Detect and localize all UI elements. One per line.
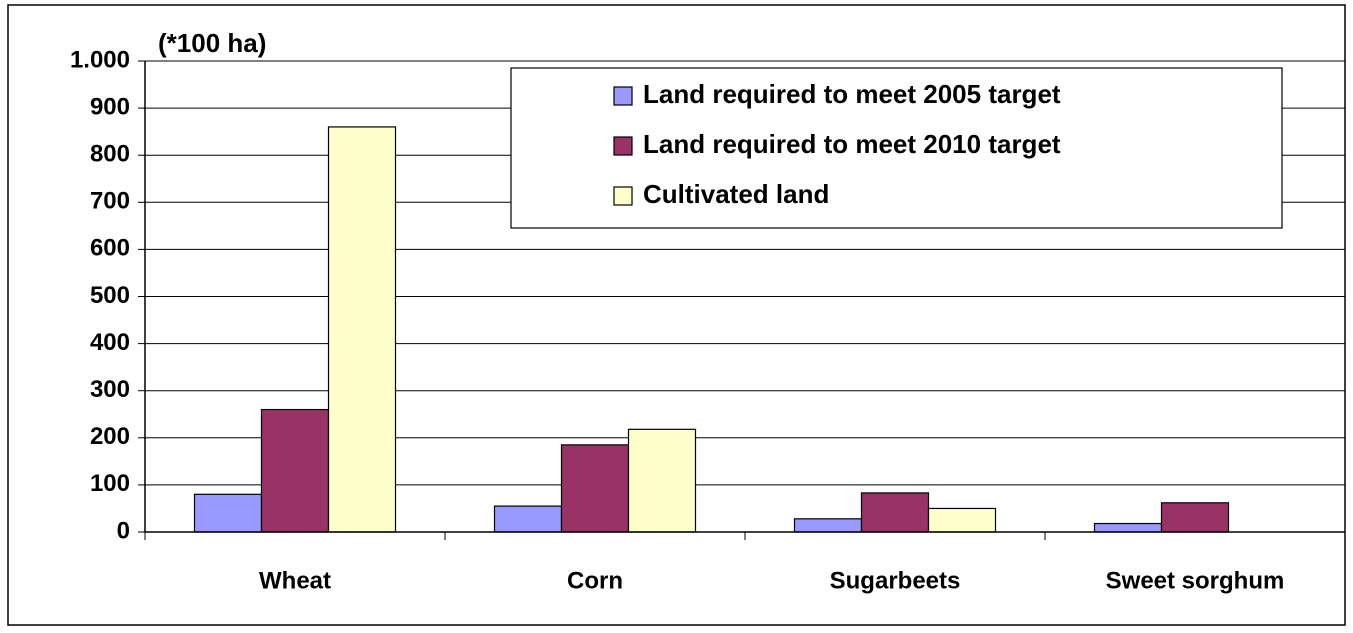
bar xyxy=(1160,502,1230,533)
x-tick-label: Wheat xyxy=(259,567,331,594)
bar xyxy=(927,507,997,533)
x-tick-label: Corn xyxy=(567,567,623,594)
bar xyxy=(193,493,263,533)
y-axis-label: (*100 ha) xyxy=(158,28,266,58)
legend-label: Cultivated land xyxy=(643,179,829,209)
bar xyxy=(260,408,330,533)
legend-box xyxy=(510,67,1283,229)
x-tick-label: Sugarbeets xyxy=(830,567,961,594)
legend-label: Land required to meet 2010 target xyxy=(643,129,1061,159)
y-tick-label: 900 xyxy=(90,93,130,120)
y-tick-label: 800 xyxy=(90,141,130,168)
legend-label: Land required to meet 2005 target xyxy=(643,79,1061,109)
bar xyxy=(327,126,397,533)
y-tick-label: 200 xyxy=(90,423,130,450)
y-tick-label: 500 xyxy=(90,282,130,309)
y-tick-label: 1.000 xyxy=(70,46,130,73)
legend-swatch xyxy=(613,136,633,156)
y-tick-label: 100 xyxy=(90,470,130,497)
y-tick-label: 400 xyxy=(90,329,130,356)
legend-swatch xyxy=(613,186,633,206)
bar xyxy=(860,492,930,533)
bar xyxy=(627,428,697,533)
bar xyxy=(1093,522,1163,533)
bar xyxy=(793,518,863,533)
y-tick-label: 300 xyxy=(90,376,130,403)
bar xyxy=(560,444,630,533)
y-tick-label: 0 xyxy=(117,517,130,544)
bar xyxy=(493,505,563,533)
x-tick-label: Sweet sorghum xyxy=(1106,567,1285,594)
y-tick-label: 700 xyxy=(90,188,130,215)
y-tick-label: 600 xyxy=(90,235,130,262)
legend-swatch xyxy=(613,86,633,106)
